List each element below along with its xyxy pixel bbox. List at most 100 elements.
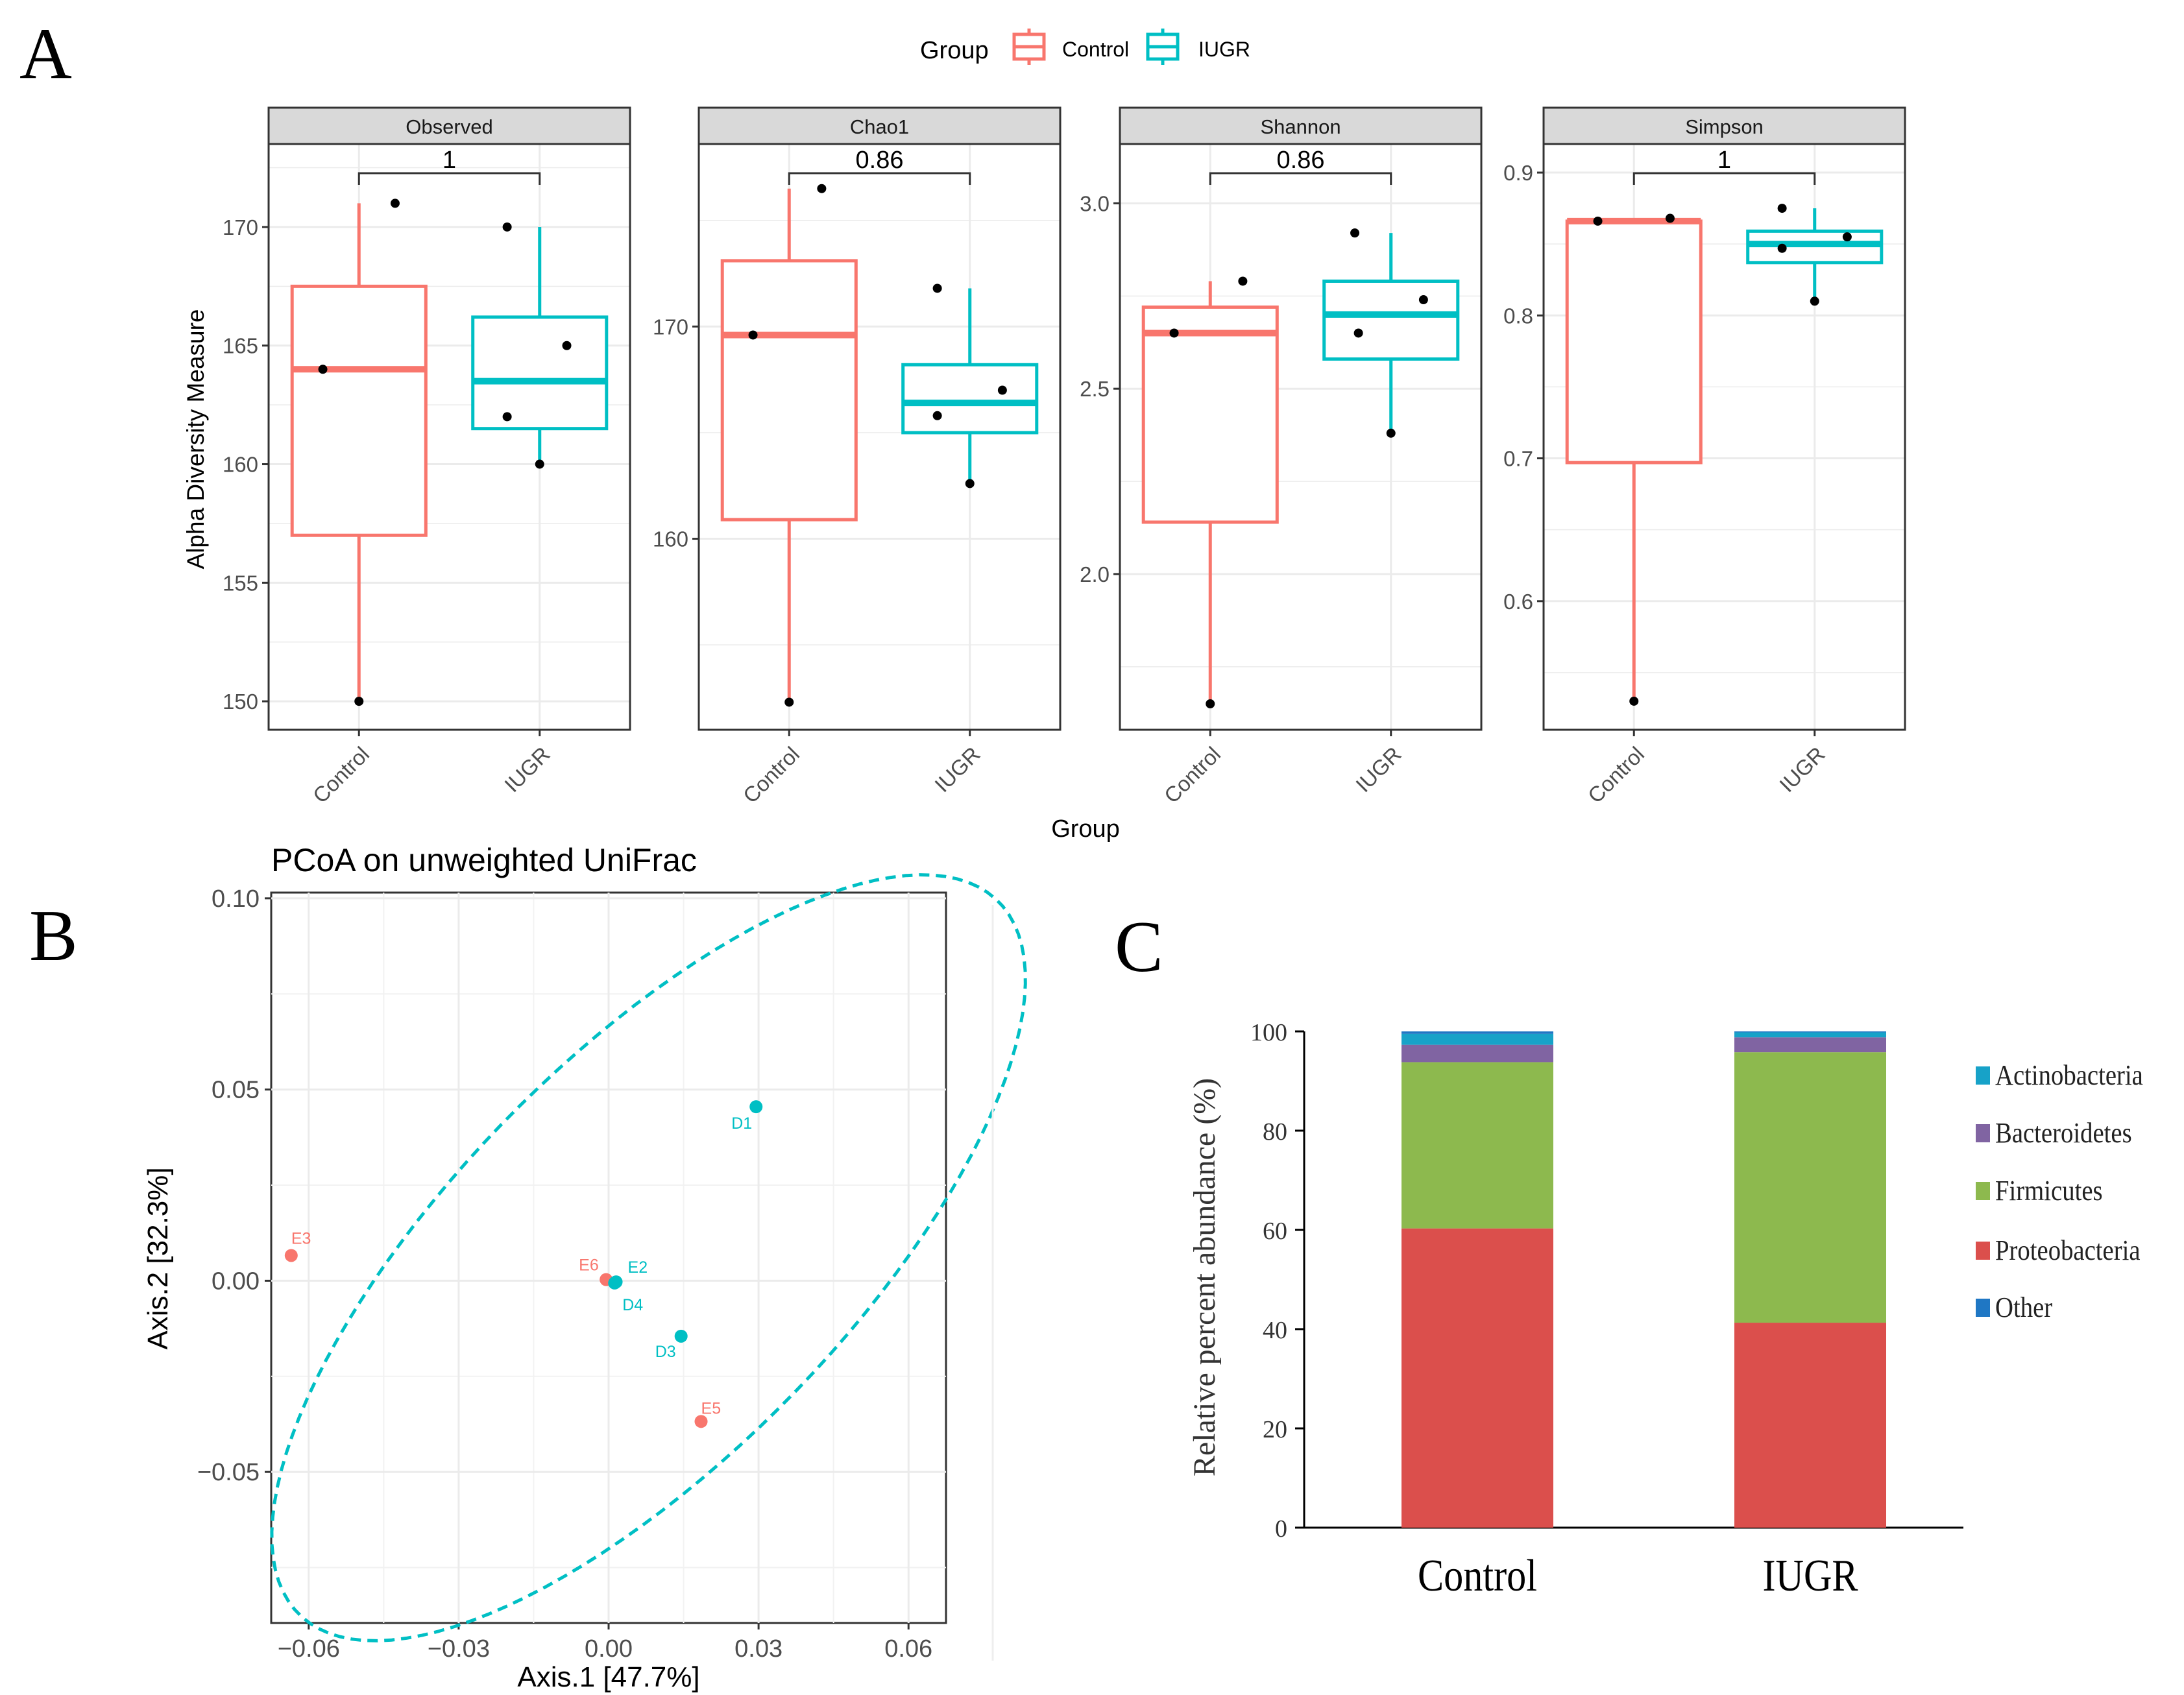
data-point (318, 365, 328, 374)
pcoa-point-label: D3 (655, 1343, 676, 1361)
p-value-label: 0.86 (856, 147, 904, 174)
data-point (1418, 295, 1428, 305)
pcoa-point-label: E6 (579, 1256, 599, 1275)
y-tick-label: 2.0 (1080, 562, 1110, 586)
legend-label-actinobacteria: Actinobacteria (1995, 1059, 2143, 1091)
abundance-y-tick-label: 0 (1275, 1515, 1287, 1543)
box-simpson-control (1565, 217, 1703, 701)
data-point (817, 184, 827, 193)
bar-segment-iugr-firmicutes (1734, 1052, 1886, 1323)
y-tick-label: 165 (223, 334, 258, 358)
abundance-legend: Actinobacteria Bacteroidetes Firmicutes Pro… (1976, 1059, 2143, 1323)
pcoa-x-axis-title: Axis.1 [47.7%] (517, 1661, 699, 1693)
pcoa-x-tick-label: 0.03 (734, 1635, 783, 1663)
box-body (1141, 305, 1279, 524)
data-point (502, 222, 512, 232)
y-tick-label: 2.5 (1080, 377, 1110, 401)
pcoa-point-d4 (608, 1276, 622, 1290)
box-body (720, 259, 858, 522)
abundance-y-tick-label: 20 (1263, 1416, 1287, 1443)
p-value-label: 1 (1717, 147, 1731, 174)
abundance-category-label: Control (1418, 1551, 1537, 1601)
legend-swatch-firmicutes (1976, 1182, 1990, 1200)
box-observed-control (290, 203, 428, 702)
pcoa-x-tick-label: 0.00 (585, 1635, 633, 1663)
y-tick-label: 170 (653, 315, 688, 339)
bar-segment-control-actinobacteria (1401, 1033, 1553, 1045)
data-point (1206, 699, 1215, 708)
data-point (1810, 296, 1819, 306)
data-point (1169, 328, 1179, 338)
data-point (997, 385, 1007, 395)
y-tick-label: 0.7 (1503, 447, 1533, 471)
box-observed-iugr (471, 226, 609, 464)
y-tick-label: 160 (653, 527, 688, 551)
y-tick-label: 170 (223, 215, 258, 239)
bar-segment-iugr-bacteroidetes (1734, 1037, 1886, 1053)
facet-title-shannon: Shannon (1260, 115, 1341, 138)
alpha-legend: Group Control IUGR (920, 29, 1250, 65)
facet-border (698, 143, 1062, 731)
alpha-x-axis-title: Group (1051, 815, 1120, 843)
legend-swatch-proteobacteria (1976, 1242, 1990, 1260)
pcoa-point-label: E5 (701, 1399, 722, 1417)
panel-label-c: C (1115, 907, 1163, 987)
legend-swatch-bacteroidetes (1976, 1124, 1990, 1142)
pcoa-point-label: E3 (291, 1229, 311, 1247)
pcoa-x-tick-label: 0.06 (884, 1635, 932, 1663)
significance-bracket (358, 172, 541, 185)
y-tick-label: 150 (223, 690, 258, 714)
legend-swatch-actinobacteria (1976, 1066, 1990, 1085)
alpha-legend-title: Group (920, 37, 989, 64)
data-point (502, 412, 512, 422)
alpha-legend-key-control (1012, 29, 1046, 65)
pcoa-y-tick-label: 0.05 (212, 1077, 260, 1104)
data-point (1777, 204, 1787, 213)
pcoa-y-tick-label: 0.00 (212, 1268, 260, 1295)
abundance-category-label: IUGR (1762, 1551, 1858, 1601)
facet-border (1542, 143, 1906, 731)
data-point (748, 330, 758, 340)
facet-border (1119, 143, 1483, 731)
box-body (1322, 279, 1460, 361)
bar-segment-control-proteobacteria (1401, 1228, 1553, 1528)
p-value-label: 1 (443, 147, 456, 174)
box-body (1565, 219, 1703, 464)
box-shannon-control (1141, 281, 1279, 704)
bar-segment-iugr-proteobacteria (1734, 1323, 1886, 1528)
data-point (1665, 213, 1675, 223)
pcoa-point-label: E2 (628, 1258, 648, 1277)
y-tick-label: 0.8 (1503, 304, 1533, 328)
box-body (471, 315, 609, 431)
pcoa-point-e3 (284, 1249, 298, 1262)
facet-strip-chao1 (698, 106, 1062, 145)
bar-segment-iugr-actinobacteria (1734, 1032, 1886, 1038)
legend-label-other: Other (1995, 1292, 2052, 1323)
legend-label-firmicutes: Firmicutes (1995, 1175, 2103, 1207)
legend-swatch-other (1976, 1299, 1990, 1317)
box-shannon-iugr (1322, 233, 1460, 433)
data-point (1629, 696, 1639, 706)
pcoa-x-tick-label: −0.03 (428, 1635, 490, 1663)
box-chao1-iugr (901, 288, 1039, 484)
bar-segment-iugr-other (1734, 1031, 1886, 1033)
pcoa-plot: −0.06 −0.03 0.00 0.03 0.06 −0.05 0.00 0.05 0.10 E… (197, 873, 1027, 1663)
abundance-y-axis-title: Relative percent abundance (%) (1187, 1078, 1222, 1476)
data-point (390, 198, 400, 208)
abundance-plot: 0 20 40 60 80 100 Control IUGR (1250, 1019, 1963, 1601)
alpha-y-axis-title: Alpha Diversity Measure (182, 309, 209, 570)
abundance-y-tick-label: 60 (1263, 1218, 1287, 1245)
bar-segment-control-bacteroidetes (1401, 1044, 1553, 1063)
pcoa-y-tick-label: 0.10 (212, 885, 260, 913)
pcoa-y-tick-label: −0.05 (197, 1459, 260, 1486)
panel-label-b: B (29, 896, 78, 976)
data-point (1386, 428, 1396, 438)
abundance-y-tick-label: 40 (1263, 1317, 1287, 1344)
facet-title-observed: Observed (406, 115, 492, 138)
pcoa-confidence-ellipse (270, 873, 1027, 1642)
pcoa-point-label: D1 (731, 1114, 752, 1133)
